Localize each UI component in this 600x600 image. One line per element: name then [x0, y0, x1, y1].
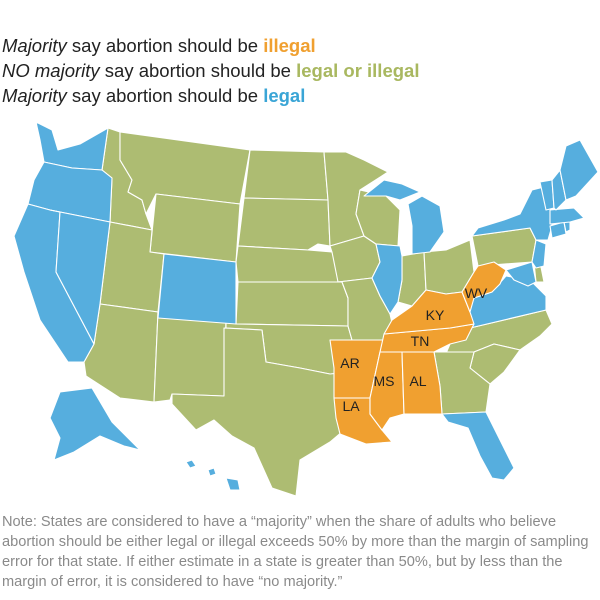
state-FL: [441, 411, 515, 481]
legend-key-illegal: illegal: [263, 35, 316, 56]
legal-majority-states: [13, 121, 599, 491]
footnote: Note: States are considered to have a “m…: [2, 514, 589, 590]
state-MI: [363, 179, 445, 255]
state-CT: [549, 221, 567, 239]
legend-key-no-majority: legal or illegal: [296, 60, 420, 81]
label-AR: AR: [340, 355, 359, 371]
legend-key-legal: legal: [263, 85, 306, 106]
state-IL: [371, 243, 403, 315]
state-NH: [551, 169, 567, 211]
illegal-majority-states: [329, 261, 507, 445]
label-TN: TN: [411, 333, 430, 349]
state-MD: [505, 261, 537, 287]
state-NE: [235, 245, 343, 283]
legend-illegal: Majority say abortion should be illegal: [2, 33, 419, 58]
legend-legal: Majority say abortion should be legal: [2, 83, 419, 108]
state-WV: [461, 261, 507, 313]
state-WY: [149, 193, 241, 263]
label-WV: WV: [465, 285, 488, 301]
legend-lead: Majority: [2, 35, 67, 56]
state-AK: [49, 387, 141, 461]
state-KS: [235, 281, 349, 327]
label-KY: KY: [426, 307, 445, 323]
state-NM: [153, 311, 227, 403]
state-labels: AR LA MS AL TN KY WV: [340, 285, 488, 414]
state-ND: [243, 149, 329, 201]
label-LA: LA: [342, 398, 360, 414]
legend-lead: NO majority: [2, 60, 100, 81]
legend-mid: say abortion should be: [99, 60, 297, 81]
legend-mid: say abortion should be: [66, 35, 264, 56]
no-majority-states: [83, 127, 553, 497]
legend-mid: say abortion should be: [66, 85, 264, 106]
state-ME: [559, 139, 599, 201]
state-MA: [549, 207, 585, 225]
label-AL: AL: [409, 373, 426, 389]
state-NJ: [531, 239, 547, 269]
legend-no-majority: NO majority say abortion should be legal…: [2, 58, 419, 83]
state-MT: [119, 131, 251, 215]
state-HI: [185, 459, 241, 491]
state-WA: [35, 121, 109, 171]
legend: Majority say abortion should be illegal …: [2, 33, 419, 108]
legend-lead: Majority: [2, 85, 67, 106]
state-NV: [49, 209, 111, 345]
label-MS: MS: [374, 373, 395, 389]
state-TX: [171, 327, 357, 497]
state-CO: [157, 253, 237, 325]
state-SD: [237, 197, 331, 251]
